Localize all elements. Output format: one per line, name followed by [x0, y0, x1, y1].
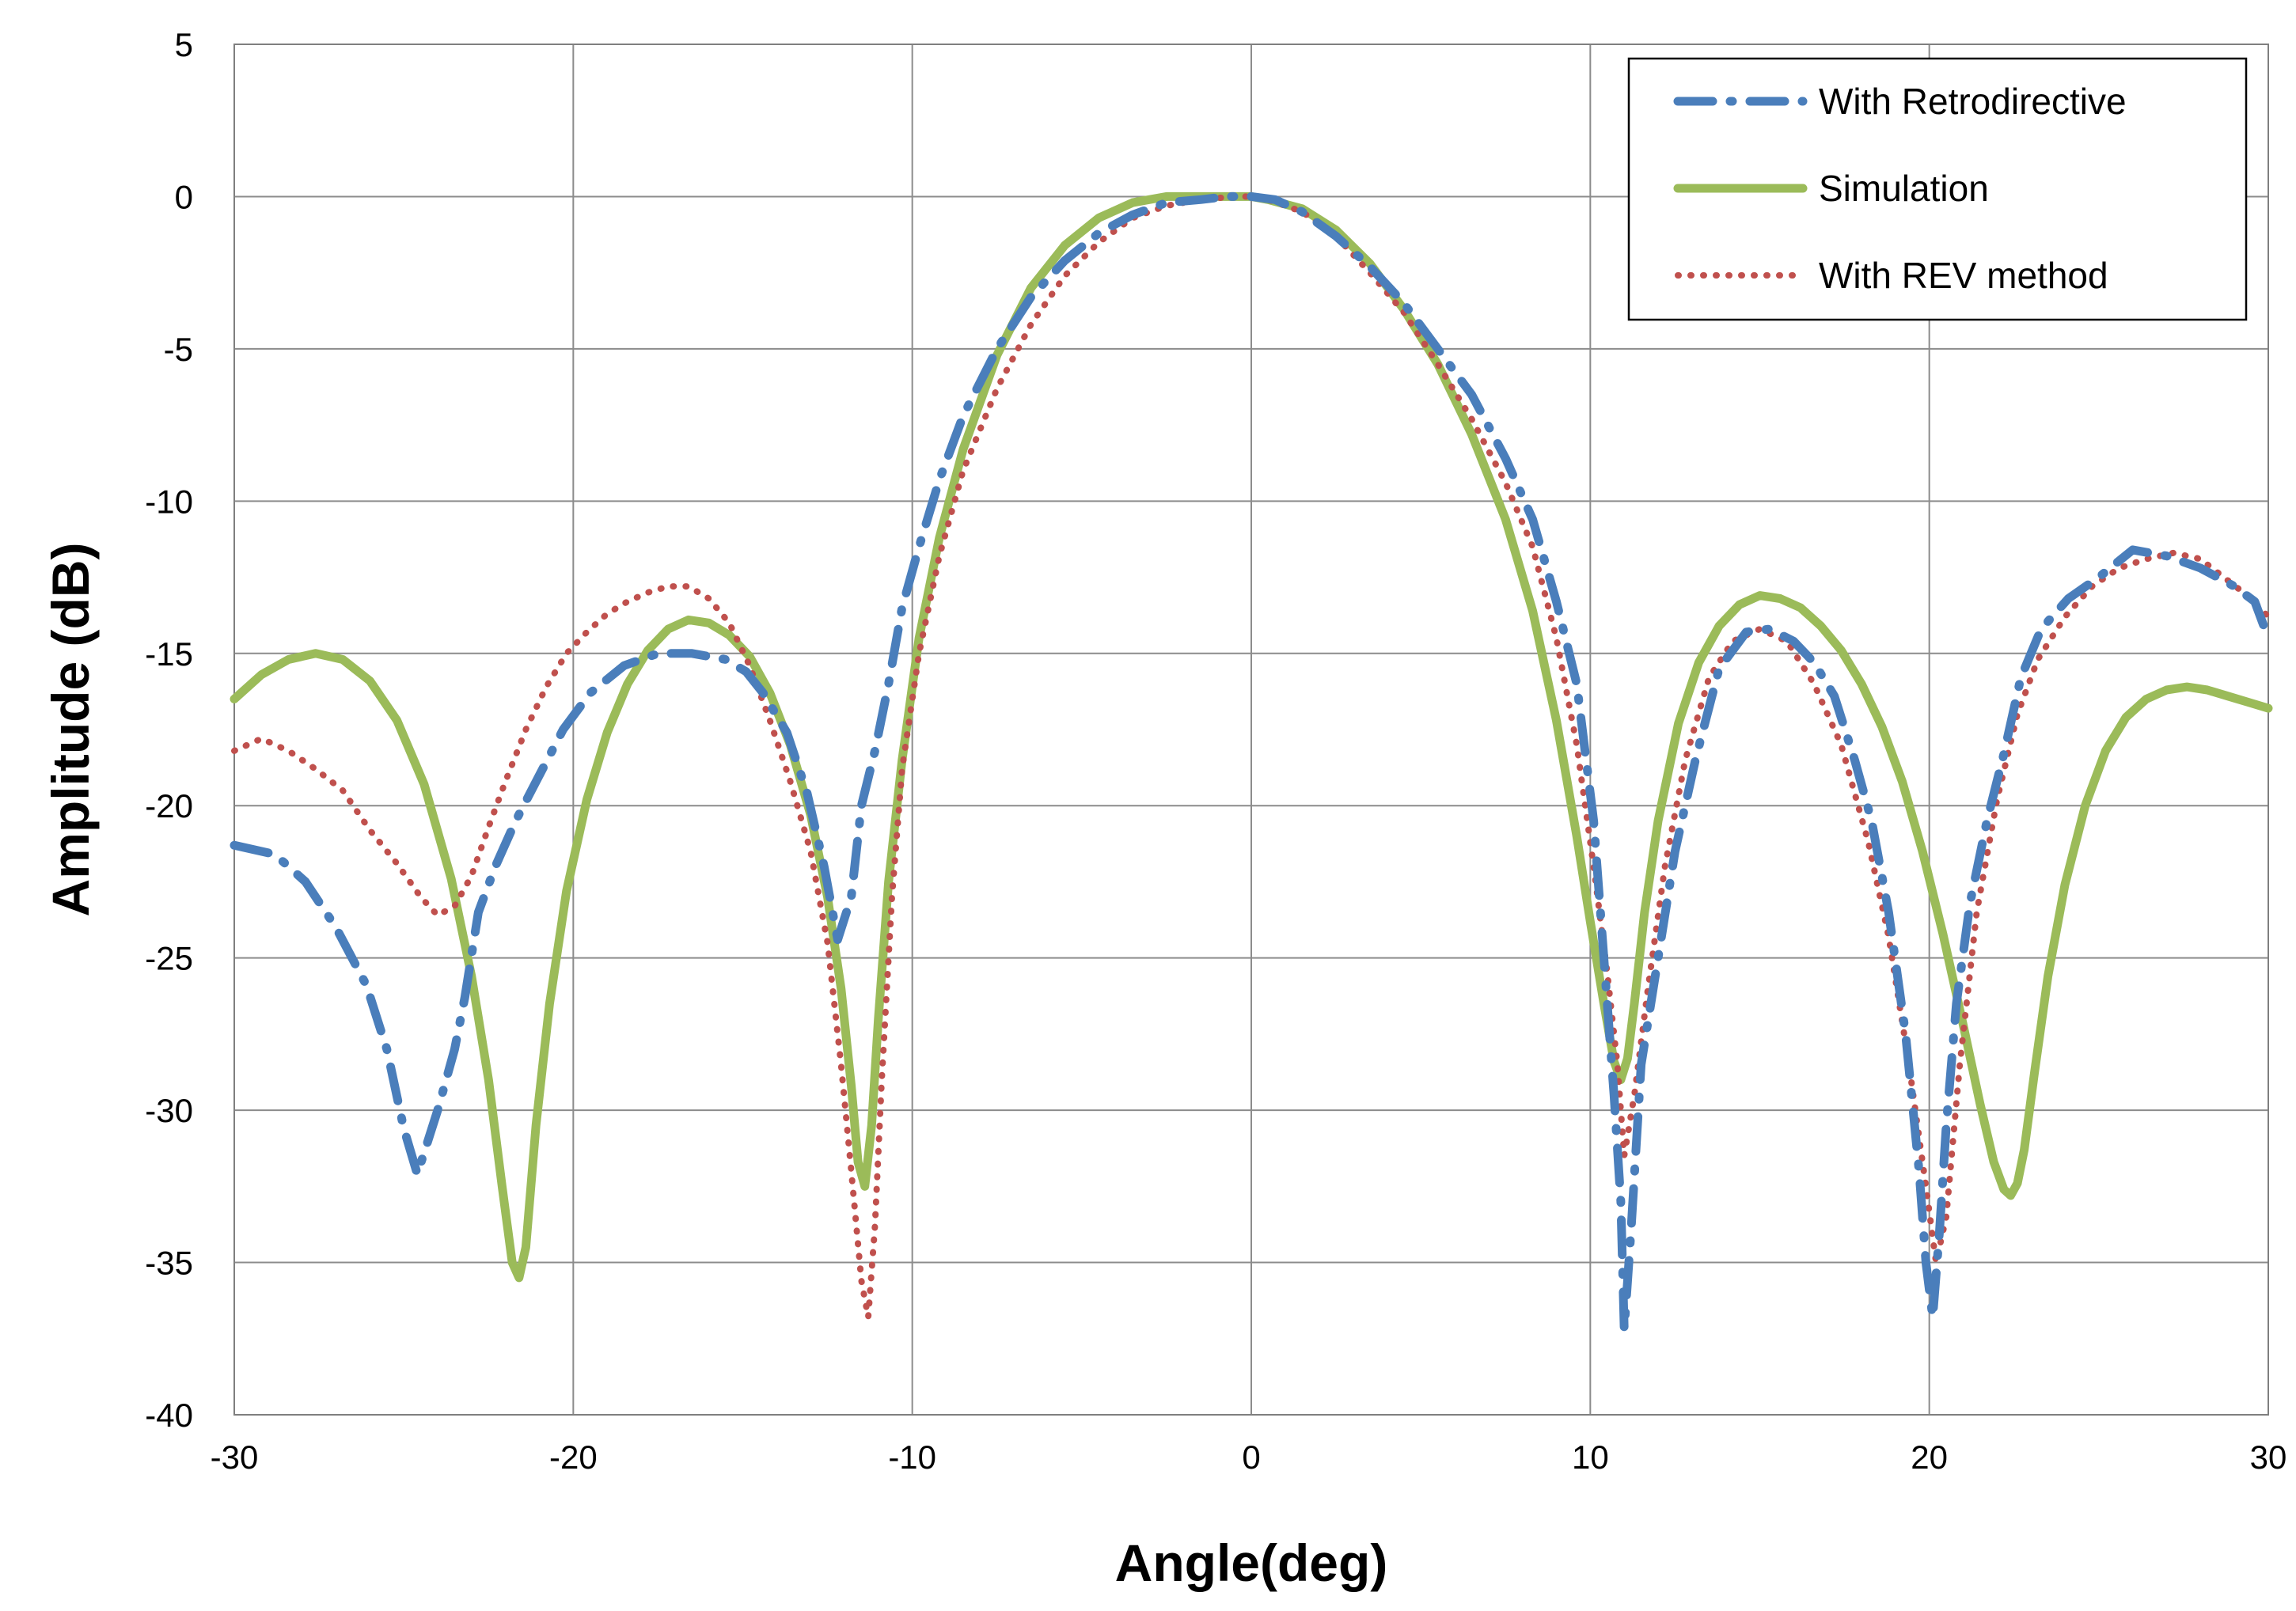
series-layer — [230, 191, 2273, 1334]
legend-label: Simulation — [1819, 168, 1989, 209]
legend-label: With REV method — [1819, 255, 2108, 296]
plot-frame — [233, 44, 2269, 1416]
y-tick-label: 0 — [175, 178, 193, 215]
x-tick-label: 20 — [1911, 1439, 1948, 1476]
legend-item: Simulation — [1673, 168, 1989, 209]
tick-label-layer: -30 -20 -10 0 10 20 30 5 0 -5 -10 -15 -20 -25 -30 -35 -4… — [145, 26, 2287, 1476]
series-with-retrodirective — [230, 191, 2273, 1334]
y-tick-label: -25 — [145, 940, 193, 977]
y-tick-label: -5 — [164, 331, 193, 368]
legend-item: With Retrodirective — [1673, 81, 2127, 122]
y-tick-label: 5 — [175, 26, 193, 63]
legend-item: With REV method — [1675, 255, 2108, 296]
x-tick-label: -30 — [211, 1439, 259, 1476]
legend: With Retrodirective Simulation With REV me… — [1627, 57, 2248, 321]
y-tick-label: -35 — [145, 1245, 193, 1282]
series-line — [230, 191, 2273, 1334]
y-tick-label: -20 — [145, 787, 193, 824]
y-tick-label: -10 — [145, 483, 193, 520]
legend-label: With Retrodirective — [1819, 81, 2127, 122]
y-axis-title: Amplitude (dB) — [41, 543, 100, 917]
x-tick-label: 30 — [2250, 1439, 2287, 1476]
x-tick-label: -10 — [888, 1439, 936, 1476]
x-tick-label: 0 — [1242, 1439, 1260, 1476]
legend-items: With Retrodirective Simulation With REV me… — [1673, 81, 2127, 296]
y-tick-label: -15 — [145, 635, 193, 673]
x-tick-label: -20 — [549, 1439, 598, 1476]
y-tick-label: -40 — [145, 1397, 193, 1434]
x-axis-title: Angle(deg) — [1115, 1533, 1388, 1592]
x-tick-label: 10 — [1572, 1439, 1609, 1476]
y-tick-label: -30 — [145, 1092, 193, 1129]
